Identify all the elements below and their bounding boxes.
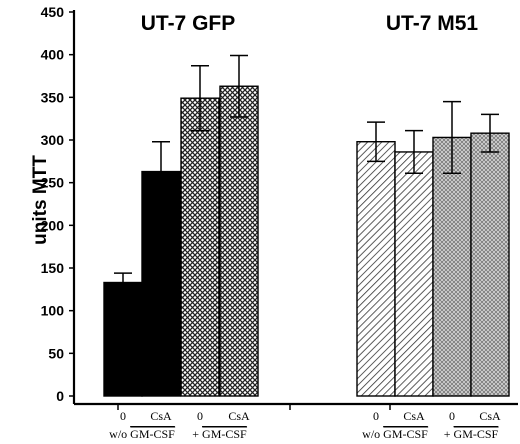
y-axis-label: units MTT bbox=[30, 155, 51, 245]
category-label: CsA bbox=[479, 409, 501, 423]
y-tick-label: 400 bbox=[41, 47, 65, 63]
group-label-prefix: w/o bbox=[362, 427, 383, 441]
category-label: CsA bbox=[228, 409, 250, 423]
y-tick-label: 450 bbox=[41, 4, 65, 20]
group-label-text: GM-CSF bbox=[202, 427, 247, 441]
category-label: 0 bbox=[120, 409, 126, 423]
panel-title-ut7-gfp: UT-7 GFP bbox=[141, 12, 236, 35]
bar-gfp-1 bbox=[141, 170, 181, 397]
error-bar bbox=[405, 129, 423, 175]
y-tick-label: 0 bbox=[56, 388, 64, 404]
category-label: 0 bbox=[197, 409, 203, 423]
bar-gfp-2 bbox=[180, 97, 220, 397]
category-label: CsA bbox=[150, 409, 172, 423]
y-tick-label: 250 bbox=[41, 175, 65, 191]
group-label-text: GM-CSF bbox=[383, 427, 428, 441]
bar-gfp-3 bbox=[219, 85, 259, 397]
bar-m51-0 bbox=[356, 141, 396, 397]
bar-m51-3 bbox=[470, 132, 510, 397]
y-tick-label: 300 bbox=[41, 132, 65, 148]
error-bar bbox=[367, 121, 385, 163]
group-label: + GM-CSF bbox=[192, 427, 247, 441]
category-label: CsA bbox=[403, 409, 425, 423]
y-ticks: 0 50 100 150 200 250 300 350 400 450 bbox=[41, 4, 391, 410]
error-bar bbox=[152, 140, 170, 203]
bar-gfp-0 bbox=[103, 281, 143, 397]
y-tick-label: 200 bbox=[41, 217, 65, 233]
group-label: + GM-CSF bbox=[444, 427, 499, 441]
group-label: w/o GM-CSF bbox=[362, 427, 428, 441]
category-label: 0 bbox=[449, 409, 455, 423]
y-tick-label: 50 bbox=[48, 345, 64, 361]
group-label-prefix: + bbox=[444, 427, 454, 441]
error-bar bbox=[191, 65, 209, 132]
y-tick-label: 100 bbox=[41, 303, 65, 319]
group-label-prefix: w/o bbox=[109, 427, 130, 441]
error-bar bbox=[114, 272, 132, 293]
error-bar bbox=[481, 113, 499, 153]
group-label: w/o GM-CSF bbox=[109, 427, 175, 441]
panel-title-ut7-m51: UT-7 M51 bbox=[386, 12, 479, 35]
group-label-prefix: + bbox=[192, 427, 202, 441]
category-label: 0 bbox=[373, 409, 379, 423]
group-label-text: GM-CSF bbox=[454, 427, 499, 441]
error-bar bbox=[230, 54, 248, 118]
bar-m51-2 bbox=[432, 136, 472, 397]
y-tick-label: 350 bbox=[41, 89, 65, 105]
group-label-text: GM-CSF bbox=[130, 427, 175, 441]
bar-m51-1 bbox=[394, 151, 434, 397]
bars bbox=[103, 54, 510, 397]
error-bar bbox=[443, 100, 461, 175]
y-tick-label: 150 bbox=[41, 260, 65, 276]
